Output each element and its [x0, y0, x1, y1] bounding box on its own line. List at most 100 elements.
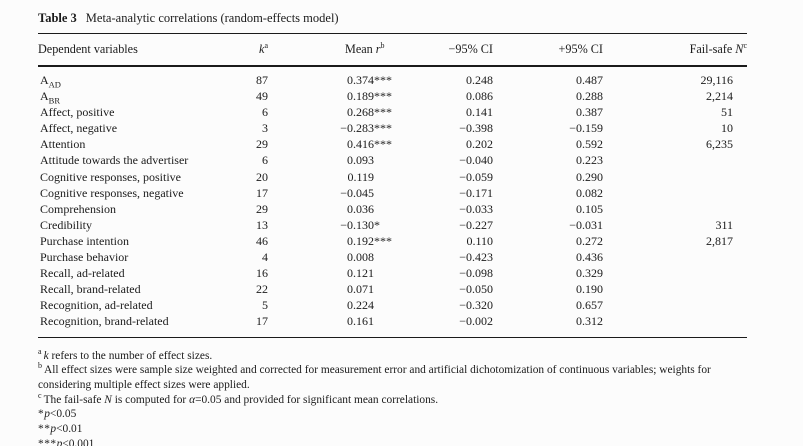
mean-r-cell: 0.224: [268, 297, 403, 313]
dependent-variable-label: AAD: [40, 73, 61, 90]
failsafe-n-value: 311: [715, 217, 733, 232]
mean-r-value: −0.130: [340, 217, 374, 232]
ci-high-value: −0.031: [569, 217, 603, 232]
dependent-variable-label: Cognitive responses, negative: [40, 185, 184, 200]
mean-r-value: 0.119: [347, 169, 374, 184]
footnote-text: refers to the number of effect sizes.: [48, 349, 213, 362]
ci-high-value: −0.159: [569, 121, 603, 136]
ci-high-value: 0.105: [576, 201, 603, 216]
dependent-variable-label: Credibility: [40, 217, 92, 232]
table-row: Recall, ad-related 16 0.121 −0.098 0.329: [38, 265, 747, 281]
mean-r-cell: 0.374***: [268, 66, 403, 88]
mean-r-value: −0.283: [340, 121, 374, 136]
k-value: 3: [262, 121, 268, 136]
table-row: Recognition, ad-related 5 0.224 −0.320 0…: [38, 297, 747, 313]
footnote-marker: *: [38, 408, 45, 421]
table-caption: Meta-analytic correlations (random-effec…: [85, 11, 339, 25]
table-row: Purchase intention 46 0.192*** 0.110 0.2…: [38, 233, 747, 249]
ci-low-value: −0.002: [459, 314, 493, 329]
table-row: Recognition, brand-related 17 0.161 −0.0…: [38, 313, 747, 337]
dependent-variable-label: Purchase behavior: [40, 250, 129, 265]
mean-r-value: 0.071: [347, 282, 374, 297]
mean-r-value: 0.161: [347, 314, 374, 329]
failsafe-n-value: 2,214: [706, 89, 733, 104]
mean-r-value: 0.121: [347, 266, 374, 281]
col-header-failsafe-n: Fail-safe Nc: [689, 40, 747, 56]
k-value: 29: [256, 201, 268, 216]
ci-high-value: 0.657: [576, 298, 603, 313]
dependent-variable-label: Attention: [40, 137, 86, 152]
footnote: **p<0.01: [38, 422, 747, 437]
k-value: 17: [256, 185, 268, 200]
ci-high-value: 0.387: [576, 105, 603, 120]
table-row: Credibility 13 −0.130* −0.227 −0.031 311: [38, 217, 747, 233]
footnote: c The fail-safe N is computed for α=0.05 …: [38, 391, 747, 408]
footnote: *p<0.05: [38, 407, 747, 422]
significance-stars: ***: [374, 105, 392, 120]
footnote-text: p: [44, 408, 50, 421]
k-value: 29: [256, 137, 268, 152]
k-value: 20: [256, 169, 268, 184]
ci-high-value: 0.487: [576, 73, 603, 87]
k-value: 16: [256, 266, 268, 281]
mean-r-value: 0.224: [347, 298, 374, 313]
col-header-ci-low: −95% CI: [448, 42, 493, 56]
table-row: Affect, positive 6 0.268*** 0.141 0.387 …: [38, 104, 747, 120]
k-value: 6: [262, 105, 268, 120]
table-row: Comprehension 29 0.036 −0.033 0.105: [38, 201, 747, 217]
k-value: 4: [262, 250, 268, 265]
mean-r-cell: −0.130*: [268, 217, 403, 233]
significance-stars: ***: [374, 137, 392, 152]
mean-r-cell: 0.071: [268, 281, 403, 297]
failsafe-n-value: 51: [721, 105, 733, 120]
table-row: ABR 49 0.189*** 0.086 0.288 2,214: [38, 88, 747, 106]
ci-high-value: 0.312: [576, 314, 603, 329]
dependent-variable-label: Recognition, brand-related: [40, 314, 169, 329]
table-row: Cognitive responses, positive 20 0.119 −…: [38, 169, 747, 185]
ci-low-value: −0.227: [459, 217, 493, 232]
col-header-mean-r: Mean rb: [345, 40, 385, 56]
ci-low-value: −0.033: [459, 201, 493, 216]
k-value: 17: [256, 314, 268, 329]
mean-r-value: 0.008: [347, 250, 374, 265]
ci-low-value: −0.398: [459, 121, 493, 136]
ci-low-value: −0.171: [459, 185, 493, 200]
mean-r-value: 0.374: [347, 73, 374, 87]
ci-low-value: 0.202: [466, 137, 493, 152]
ci-low-value: −0.423: [459, 250, 493, 265]
footnote-text: is computed for: [111, 393, 190, 406]
dependent-variable-label: ABR: [40, 89, 61, 106]
dependent-variable-label: Attitude towards the advertiser: [40, 153, 189, 168]
dependent-variable-label: Affect, positive: [40, 105, 115, 120]
ci-low-value: −0.050: [459, 282, 493, 297]
ci-high-value: 0.592: [576, 137, 603, 152]
ci-low-value: −0.098: [459, 266, 493, 281]
dependent-variable-label: Recognition, ad-related: [40, 298, 153, 313]
mean-r-cell: 0.192***: [268, 233, 403, 249]
failsafe-n-value: 10: [721, 121, 733, 136]
footnote-text: <0.001: [62, 437, 95, 446]
k-value: 46: [256, 233, 268, 248]
header-row: Dependent variables ka Mean rb −95% CI +…: [38, 33, 747, 66]
ci-low-value: −0.040: [459, 153, 493, 168]
dependent-variable-label: Comprehension: [40, 201, 116, 216]
significance-stars: *: [374, 217, 380, 232]
table-row: AAD 87 0.374*** 0.248 0.487 29,116: [38, 66, 747, 90]
significance-stars: ***: [374, 121, 392, 136]
dependent-variable-label: Recall, ad-related: [40, 266, 125, 281]
mean-r-cell: 0.416***: [268, 136, 403, 152]
ci-high-value: 0.329: [576, 266, 603, 281]
failsafe-n-value: 29,116: [700, 73, 733, 87]
footnote: b All effect sizes were sample size weigh…: [38, 362, 747, 392]
ci-low-value: −0.320: [459, 298, 493, 313]
failsafe-n-value: [603, 265, 747, 281]
failsafe-n-value: [603, 281, 747, 297]
dependent-variable-label: Cognitive responses, positive: [40, 169, 181, 184]
mean-r-value: 0.189: [347, 89, 374, 104]
failsafe-n-value: [603, 169, 747, 185]
significance-stars: ***: [374, 89, 392, 104]
ci-high-value: 0.082: [576, 185, 603, 200]
footnote-text: <0.01: [56, 423, 83, 436]
ci-high-value: 0.288: [576, 89, 603, 104]
ci-low-value: −0.059: [459, 169, 493, 184]
